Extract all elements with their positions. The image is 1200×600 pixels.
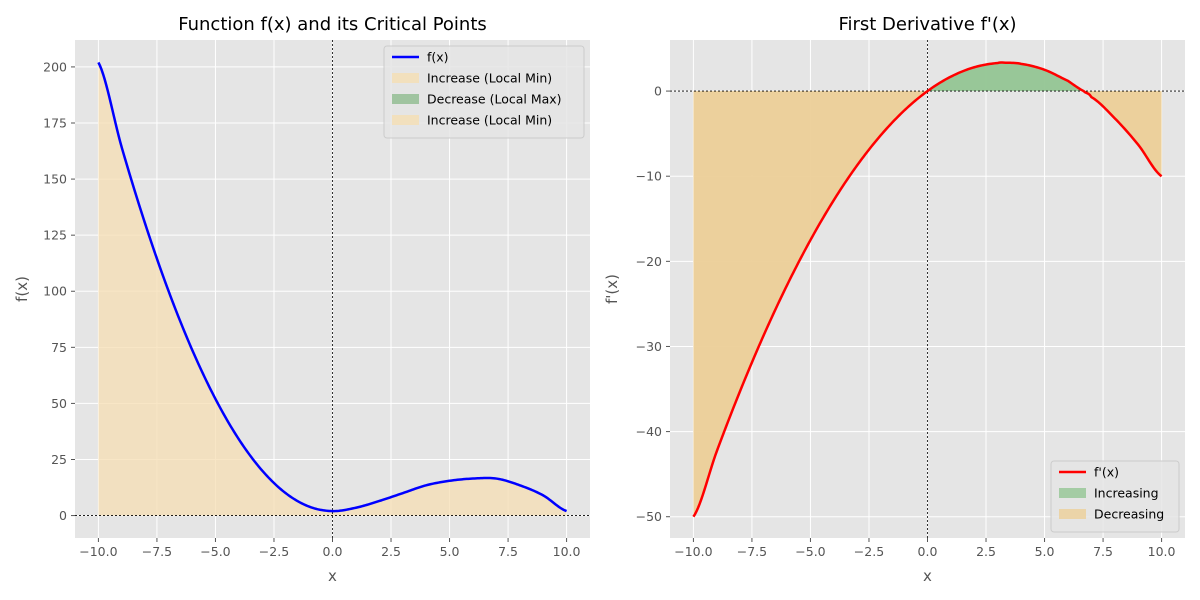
x-tick-labels: −10.0 −7.5 −5.0 −2.5 0.0 2.5 5.0 7.5 10.0 <box>674 538 1176 559</box>
fill-region-positive <box>693 62 1162 92</box>
series-lines <box>692 61 1163 518</box>
legend-label: Decrease (Local Max) <box>427 92 562 107</box>
legend-label: f(x) <box>427 50 449 65</box>
series-lines <box>97 61 568 513</box>
legend-label: Increasing <box>1094 486 1159 501</box>
x-tick-label: 7.5 <box>498 544 518 559</box>
fill-regions <box>693 62 1162 517</box>
y-tick-labels: −50 −40 −30 −20 −10 0 <box>636 84 670 524</box>
x-tick-labels: −10.0 −7.5 −5.0 −2.5 0.0 2.5 5.0 7.5 10.0 <box>79 538 581 559</box>
legend-swatch-patch <box>1059 488 1086 498</box>
y-tick-label: 175 <box>43 116 67 131</box>
legend: f(x) Increase (Local Min) Decrease (Local … <box>383 45 585 139</box>
x-axis-label: x <box>923 567 932 585</box>
y-tick-label: 125 <box>43 228 67 243</box>
legend-swatch-patch <box>392 115 419 125</box>
x-tick-label: 5.0 <box>1035 544 1055 559</box>
fill-region <box>332 477 567 516</box>
legend-swatch-patch <box>392 94 419 104</box>
y-tick-label: 50 <box>51 396 67 411</box>
legend-box <box>383 45 585 139</box>
y-tick-label: 0 <box>654 84 662 99</box>
chart-derivative: −10.0 −7.5 −5.0 −2.5 0.0 2.5 5.0 7.5 10.0 −50 −40… <box>603 14 1185 585</box>
x-tick-label: 10.0 <box>1148 544 1176 559</box>
x-tick-label: −5.0 <box>200 544 230 559</box>
y-tick-label: −50 <box>636 509 662 524</box>
x-tick-label: 2.5 <box>976 544 996 559</box>
x-axis-label: x <box>328 567 337 585</box>
series-line <box>97 61 568 513</box>
y-tick-label: 25 <box>51 452 67 467</box>
y-axis-label: f'(x) <box>603 274 621 304</box>
x-tick-label: −10.0 <box>674 544 712 559</box>
x-tick-label: 7.5 <box>1093 544 1113 559</box>
y-tick-label: 0 <box>59 508 67 523</box>
chart-function: −10.0 −7.5 −5.0 −2.5 0.0 2.5 5.0 7.5 10.0 0 25 50 7… <box>13 14 590 585</box>
fill-regions <box>98 62 567 516</box>
x-tick-label: −7.5 <box>737 544 767 559</box>
legend: f'(x) Increasing Decreasing <box>1050 460 1180 533</box>
series-line <box>692 61 1163 518</box>
legend-label: Increase (Local Min) <box>427 113 552 128</box>
y-axis-label: f(x) <box>13 276 31 302</box>
y-tick-label: −40 <box>636 424 662 439</box>
y-tick-label: 75 <box>51 340 67 355</box>
reference-lines <box>75 40 590 538</box>
x-tick-label: 2.5 <box>381 544 401 559</box>
legend-label: f'(x) <box>1094 465 1119 480</box>
fill-region-negative <box>693 91 1162 517</box>
y-tick-label: 150 <box>43 172 67 187</box>
y-tick-label: −30 <box>636 339 662 354</box>
x-tick-label: 10.0 <box>553 544 581 559</box>
chart-title: First Derivative f'(x) <box>838 14 1016 35</box>
y-tick-labels: 0 25 50 75 100 125 150 175 200 <box>43 59 75 523</box>
y-tick-label: 100 <box>43 284 67 299</box>
x-tick-label: −2.5 <box>854 544 884 559</box>
legend-label: Decreasing <box>1094 507 1164 522</box>
x-tick-label: 0.0 <box>323 544 343 559</box>
x-tick-label: 5.0 <box>440 544 460 559</box>
y-tick-label: 200 <box>43 59 67 74</box>
x-tick-label: −7.5 <box>142 544 172 559</box>
y-tick-label: −20 <box>636 254 662 269</box>
x-tick-label: −10.0 <box>79 544 117 559</box>
legend-swatch-patch <box>1059 509 1086 519</box>
y-tick-label: −10 <box>636 169 662 184</box>
legend-label: Increase (Local Min) <box>427 71 552 86</box>
x-tick-label: −5.0 <box>795 544 825 559</box>
chart-title: Function f(x) and its Critical Points <box>178 14 487 35</box>
x-tick-label: 0.0 <box>918 544 938 559</box>
legend-swatch-patch <box>392 73 419 83</box>
fill-region <box>98 62 333 516</box>
x-tick-label: −2.5 <box>259 544 289 559</box>
